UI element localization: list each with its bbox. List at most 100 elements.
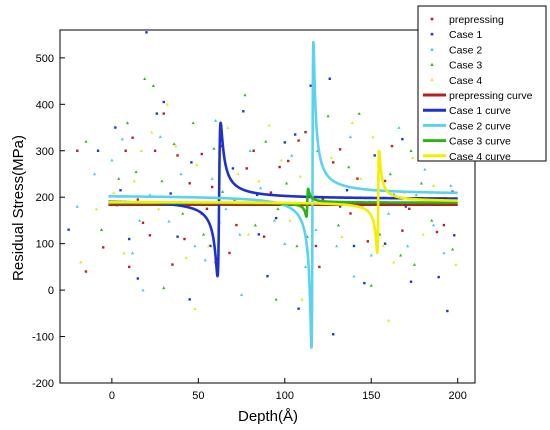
- data-point: [76, 149, 79, 152]
- data-point: [335, 244, 339, 248]
- data-point: [287, 159, 290, 163]
- data-point: [156, 207, 161, 211]
- data-point: [412, 262, 417, 266]
- legend-label: Case 4: [449, 75, 482, 87]
- data-point: [117, 177, 121, 180]
- data-point: [226, 125, 230, 129]
- data-point: [401, 229, 404, 232]
- data-point: [257, 233, 261, 236]
- data-point: [195, 163, 199, 166]
- data-point: [236, 172, 240, 176]
- data-point: [386, 318, 391, 322]
- data-point: [231, 167, 235, 170]
- data-point: [201, 232, 206, 236]
- data-point: [179, 172, 183, 176]
- data-point: [352, 244, 356, 248]
- data-point: [386, 211, 391, 215]
- data-point: [258, 186, 263, 190]
- data-point: [127, 265, 131, 269]
- data-point: [397, 125, 401, 129]
- data-point: [224, 207, 228, 211]
- data-point: [279, 158, 283, 162]
- data-point: [449, 183, 453, 187]
- data-point: [112, 190, 116, 194]
- data-point: [120, 137, 124, 141]
- data-point: [366, 240, 369, 243]
- series-case-4: [79, 102, 458, 322]
- data-point: [371, 135, 375, 139]
- data-point: [326, 114, 330, 118]
- data-point: [212, 146, 216, 150]
- axis-ticks: 0 50 100 150 200 -200 -100 0 100 200 300 400 500: [32, 53, 467, 402]
- data-point: [390, 144, 394, 148]
- data-point: [300, 297, 304, 301]
- data-point: [132, 179, 136, 183]
- data-point: [119, 189, 122, 192]
- scatter-points: [67, 31, 458, 336]
- data-point: [450, 247, 455, 251]
- data-point: [419, 181, 423, 185]
- data-point: [293, 133, 297, 136]
- data-point: [314, 244, 318, 248]
- data-point: [288, 218, 292, 222]
- data-point: [155, 112, 159, 115]
- legend-label: prepressing: [449, 14, 504, 26]
- data-point: [274, 297, 278, 301]
- data-point: [356, 177, 359, 180]
- data-point: [446, 309, 449, 313]
- x-tick-label: 200: [449, 390, 467, 402]
- data-point: [442, 223, 446, 227]
- data-point: [421, 232, 425, 236]
- data-point: [183, 237, 186, 241]
- data-point: [297, 139, 300, 142]
- data-point: [332, 333, 335, 336]
- data-point: [369, 253, 373, 257]
- data-point: [392, 260, 396, 264]
- data-point: [262, 235, 266, 238]
- data-point: [190, 161, 193, 164]
- data-point: [153, 149, 157, 152]
- data-point: [136, 277, 140, 280]
- data-point: [283, 141, 286, 144]
- data-point: [124, 149, 127, 152]
- data-point: [214, 118, 218, 122]
- data-point: [442, 251, 446, 255]
- data-point: [408, 207, 411, 211]
- data-point: [405, 244, 410, 248]
- data-point: [134, 170, 138, 173]
- data-point: [454, 262, 458, 266]
- data-point: [151, 84, 155, 88]
- series-case-1: [67, 31, 456, 336]
- data-point: [114, 126, 117, 129]
- data-point: [453, 234, 456, 237]
- data-point: [188, 182, 191, 185]
- y-tick-label: 200: [36, 192, 54, 204]
- legend-marker-case-1: [430, 32, 434, 36]
- data-point: [235, 223, 238, 227]
- y-tick-label: 300: [36, 146, 54, 158]
- data-point: [437, 275, 440, 279]
- data-point: [238, 232, 242, 236]
- data-point: [347, 165, 351, 169]
- legend-label: Case 1 curve: [449, 105, 511, 117]
- data-point: [295, 244, 299, 248]
- data-point: [84, 139, 88, 143]
- data-point: [84, 270, 88, 273]
- y-tick-label: 100: [36, 239, 54, 251]
- data-point: [253, 223, 257, 227]
- data-point: [148, 234, 152, 237]
- fitted-curves: [107, 40, 459, 349]
- data-point: [143, 77, 147, 81]
- data-point: [75, 204, 79, 208]
- data-point: [252, 149, 255, 152]
- data-point: [284, 181, 289, 185]
- data-point: [399, 253, 403, 257]
- data-point: [246, 232, 251, 236]
- y-axis-title: Residual Stress(MPa): [10, 135, 27, 281]
- data-point: [314, 228, 318, 232]
- data-point: [373, 154, 376, 157]
- data-point: [411, 156, 415, 160]
- data-point: [99, 228, 104, 232]
- data-point: [203, 258, 207, 262]
